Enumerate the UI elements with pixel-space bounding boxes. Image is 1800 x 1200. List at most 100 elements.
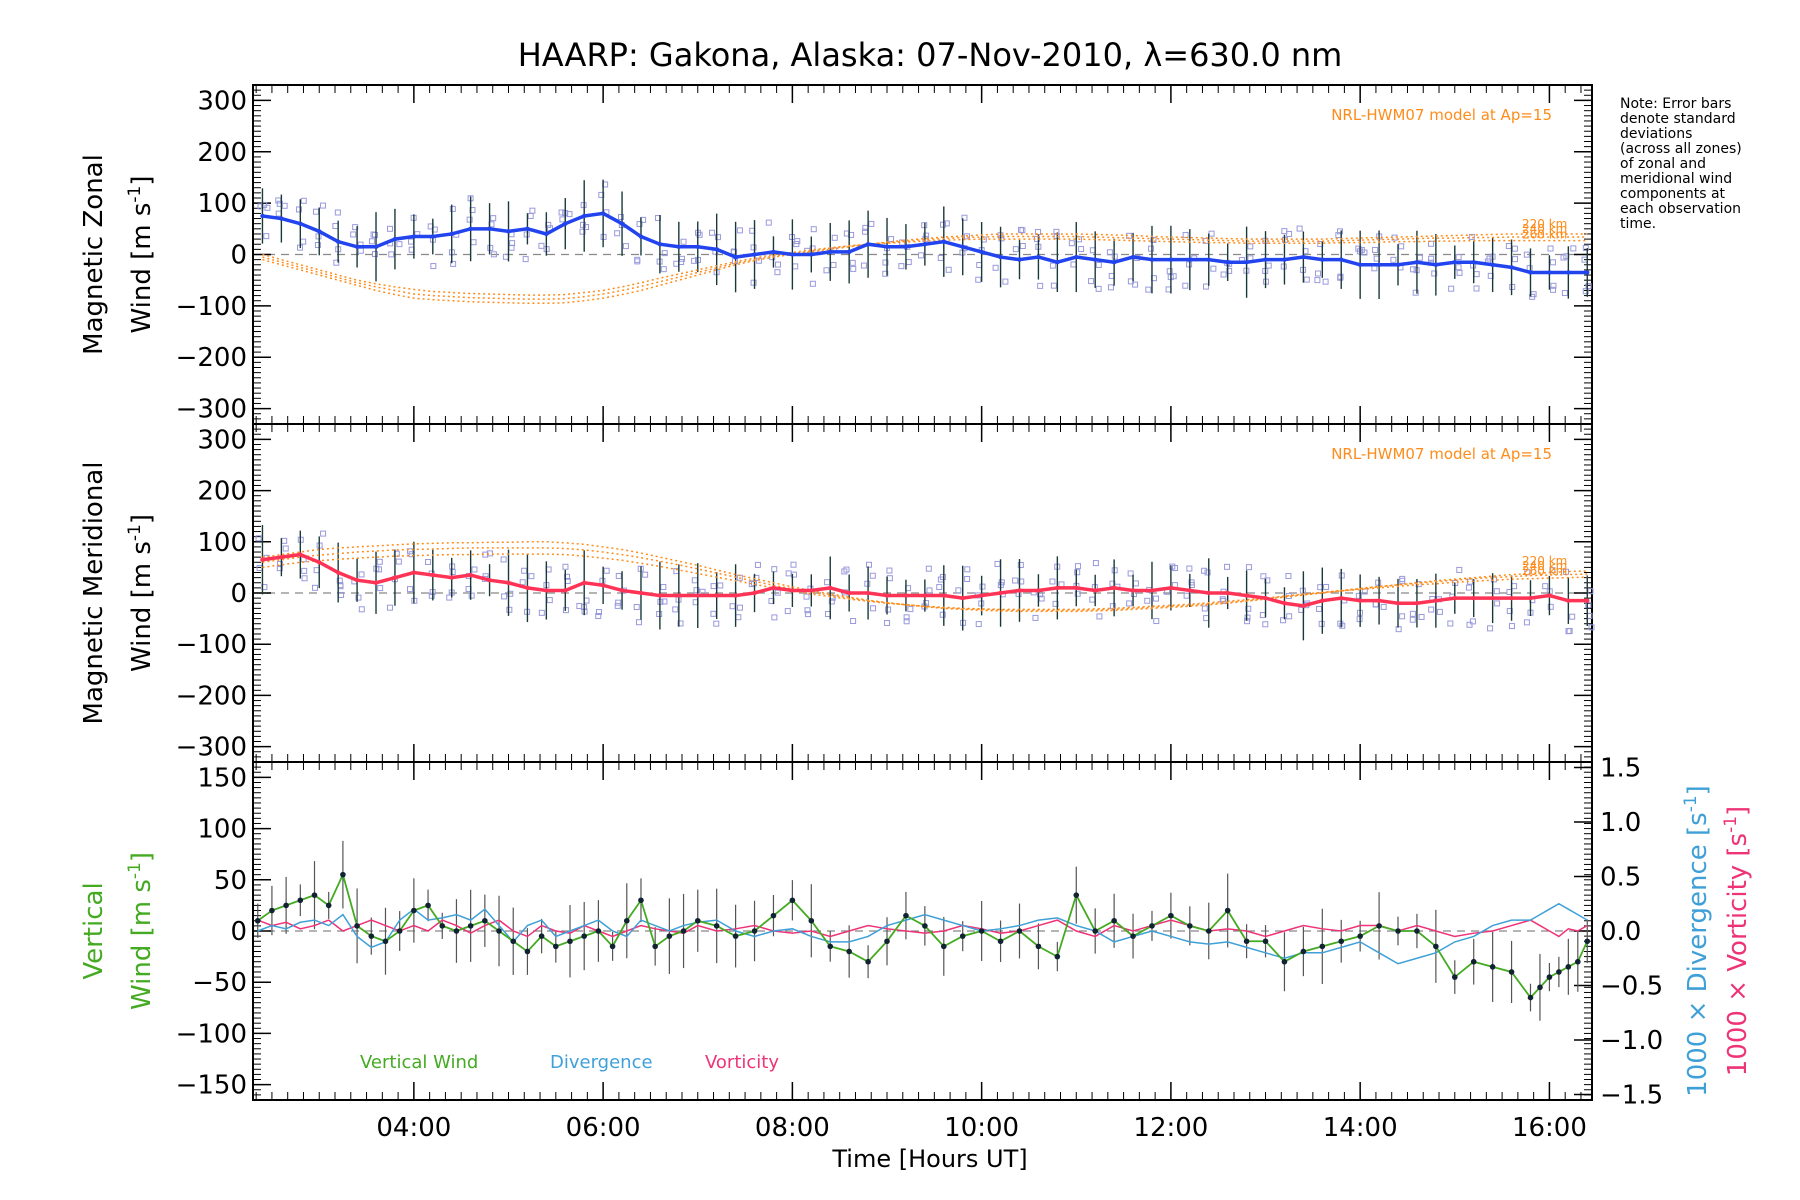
model-altitude-label: 220 km (1522, 217, 1567, 231)
vertical-wind-point (1205, 928, 1212, 934)
mean-wind-point (1017, 257, 1022, 262)
zone-sample-marker (1182, 282, 1189, 289)
mean-wind-point (828, 585, 833, 591)
vertical-wind-point (1092, 928, 1098, 934)
zone-sample-marker (1399, 575, 1406, 582)
zone-sample-marker (810, 226, 817, 233)
zone-sample-marker (312, 208, 319, 215)
zone-sample-marker (376, 558, 383, 565)
right-axis-label-text: 1000 × Divergence [s-1] (1681, 785, 1713, 1097)
zone-sample-marker (295, 206, 302, 213)
vertical-wind-point (1546, 974, 1553, 980)
zone-sample-marker (446, 594, 453, 601)
zone-sample-marker (595, 613, 602, 620)
y-tick-label: 300 (197, 86, 247, 116)
zone-sample-marker (882, 259, 889, 266)
mean-wind-point (1301, 254, 1306, 260)
y-tick-label: −150 (176, 1071, 247, 1101)
zone-sample-marker (1260, 573, 1267, 580)
zone-sample-marker (1068, 240, 1075, 247)
zone-sample-marker (301, 567, 308, 574)
zone-sample-marker (1418, 613, 1425, 620)
zone-sample-marker (750, 244, 757, 251)
zone-sample-marker (1361, 249, 1368, 256)
zone-sample-marker (1109, 580, 1116, 587)
zone-sample-marker (1285, 573, 1292, 580)
zone-sample-marker (1473, 271, 1480, 278)
zone-sample-marker (1148, 245, 1155, 252)
vertical-wind-point (1565, 964, 1572, 970)
mean-wind-point (846, 249, 852, 255)
mean-wind-point (600, 583, 606, 588)
mean-wind-point (903, 593, 909, 598)
zone-sample-marker (622, 243, 629, 250)
zone-sample-marker (300, 238, 307, 245)
mean-wind-point (1055, 585, 1060, 591)
vertical-wind-point (1338, 938, 1345, 945)
zone-sample-marker (546, 597, 553, 604)
zone-sample-marker (1511, 583, 1518, 590)
mean-wind-point (1282, 601, 1287, 606)
zone-sample-marker (1415, 581, 1422, 588)
mean-wind-point (317, 229, 322, 234)
vertical-wind-point (1414, 928, 1420, 934)
mean-wind-point (998, 254, 1003, 260)
zone-sample-marker (301, 575, 308, 582)
vertical-wind-point (1111, 917, 1117, 924)
zone-sample-marker (1409, 616, 1416, 623)
zone-sample-marker (691, 577, 698, 584)
zone-sample-marker (869, 572, 876, 579)
chart-title: HAARP: Gakona, Alaska: 07-Nov-2010, λ=63… (518, 36, 1343, 74)
model-altitude-label: 220 km (1522, 554, 1567, 568)
zone-sample-marker (558, 209, 565, 216)
mean-wind-point (600, 211, 606, 216)
mean-wind-point (1263, 595, 1268, 601)
zone-sample-marker (1399, 577, 1406, 584)
zone-sample-marker (775, 261, 782, 268)
y-tick-label: 50 (214, 866, 247, 896)
zone-sample-marker (275, 210, 282, 217)
mean-wind-point (1395, 262, 1401, 267)
zone-sample-marker (1088, 278, 1095, 285)
mean-wind-point (392, 575, 398, 580)
zone-sample-marker (961, 214, 968, 221)
mean-wind-point (468, 572, 473, 578)
zone-sample-marker (1372, 246, 1379, 253)
zone-sample-marker (334, 209, 341, 216)
zone-sample-marker (1409, 610, 1416, 617)
vertical-wind-point (732, 933, 739, 939)
mean-wind-point (411, 234, 417, 239)
y-tick-label: 100 (197, 528, 247, 558)
zone-sample-marker (1550, 282, 1557, 289)
zone-sample-marker (1092, 560, 1099, 567)
vertical-wind-point (789, 897, 796, 904)
mean-wind-point (695, 593, 700, 598)
zone-sample-marker (538, 609, 545, 616)
zone-sample-marker (1585, 283, 1592, 290)
vertical-wind-point (439, 923, 446, 929)
zone-sample-marker (1035, 229, 1042, 236)
vertical-wind-point (311, 892, 318, 898)
mean-wind-point (335, 570, 341, 575)
zone-sample-marker (386, 604, 393, 611)
vertical-wind-point (1395, 928, 1401, 934)
vertical-wind-point (1451, 974, 1458, 980)
x-tick-label: 16:00 (1512, 1113, 1587, 1143)
zone-sample-marker (406, 548, 413, 555)
zone-sample-marker (559, 216, 566, 223)
zone-sample-marker (1012, 577, 1019, 584)
zone-sample-marker (521, 567, 528, 574)
zone-sample-marker (372, 251, 379, 258)
vertical-wind-point (1319, 943, 1326, 950)
mean-wind-point (1376, 262, 1382, 267)
vertical-wind-point (411, 907, 417, 914)
mean-wind-point (752, 252, 757, 257)
right-axis-label-text: 1000 × Vorticity [s-1] (1721, 806, 1753, 1076)
zone-sample-marker (785, 570, 792, 577)
zone-sample-marker (1570, 245, 1577, 252)
zone-sample-marker (372, 232, 379, 239)
zone-sample-marker (468, 592, 475, 599)
zone-sample-marker (634, 258, 641, 265)
vertical-wind-point (1527, 994, 1534, 1001)
zone-sample-marker (1412, 289, 1419, 296)
